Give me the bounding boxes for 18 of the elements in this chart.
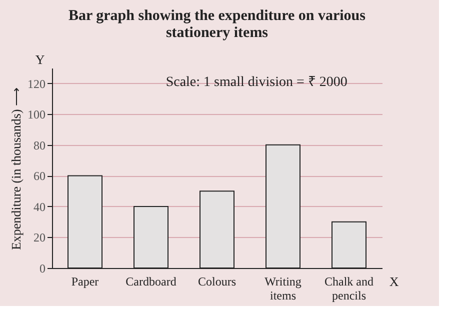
x-tick-label: Writing items <box>264 274 302 302</box>
y-tick-label: 120 <box>28 76 46 91</box>
x-tick-label: Paper <box>71 274 99 288</box>
annotation: Scale: 1 small division = ₹ 2000 <box>166 75 348 90</box>
text: X <box>389 274 400 289</box>
y-tick-label: 100 <box>28 108 46 122</box>
y-tick-label: 60 <box>34 169 46 184</box>
y-tick-label: 0 <box>40 262 46 276</box>
y-tick-label: 80 <box>34 138 46 152</box>
text: Y <box>35 52 46 67</box>
x-tick-label: Cardboard <box>126 274 176 288</box>
y-tick-label: 40 <box>34 200 46 214</box>
x-tick-label: Chalk and pencils <box>324 274 374 302</box>
x-tick-label: Colours <box>198 274 236 288</box>
text: Bar graph showing the expenditure on various <box>68 8 366 24</box>
text: stationery items <box>166 25 268 41</box>
y-tick-label: 20 <box>34 230 46 245</box>
y-axis-title: Expenditure (in thousands) ⟶ <box>8 86 24 250</box>
